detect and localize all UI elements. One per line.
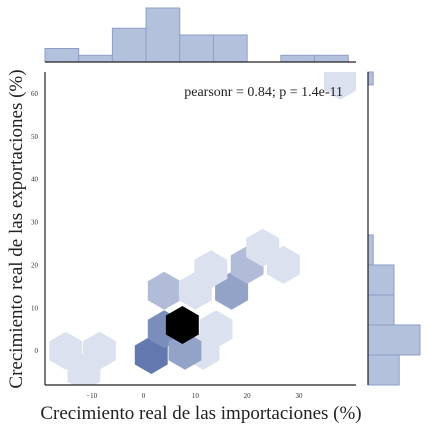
top-marginal-histogram — [44, 7, 356, 63]
axes: −10 0 10 20 30 0 10 20 30 40 50 60 — [31, 72, 356, 400]
x-hist-bar — [314, 54, 349, 63]
hexbin-cell — [194, 250, 228, 289]
x-hist-bar — [111, 27, 147, 63]
y-tick-label: 10 — [31, 304, 39, 312]
y-hist-bar — [367, 71, 374, 86]
y-axis-label: Crecimiento real de las exportaciones (%… — [6, 69, 27, 388]
x-hist-bar — [44, 48, 80, 63]
y-tick-label: 40 — [31, 176, 39, 184]
x-tick-label: 10 — [192, 392, 200, 400]
x-tick-label: 30 — [295, 392, 303, 400]
x-hist-bar — [212, 34, 248, 63]
y-tick-label: 0 — [35, 347, 39, 355]
y-tick-label: 60 — [31, 90, 39, 98]
x-hist-bar — [280, 54, 316, 63]
hexbin-cell — [147, 271, 181, 310]
y-tick-label: 30 — [31, 219, 39, 227]
y-tick-label: 20 — [31, 261, 39, 269]
y-tick-label: 50 — [31, 133, 39, 141]
hexbin-cell — [165, 306, 199, 344]
y-hist-bar — [367, 324, 421, 356]
hexbin-cell — [215, 271, 249, 310]
y-hist-bar — [367, 354, 400, 386]
hexbin-plot-area — [49, 72, 356, 385]
x-hist-bar — [78, 54, 113, 63]
hexbin-cell — [324, 72, 356, 100]
pearson-annotation: pearsonr = 0.84; p = 1.4e-11 — [184, 85, 343, 100]
x-axis-label: Crecimiento real de las importaciones (%… — [40, 403, 361, 424]
hexbin-cell — [67, 353, 101, 385]
x-tick-label: 20 — [244, 392, 252, 400]
y-hist-bar — [367, 264, 395, 296]
y-hist-bar — [367, 234, 374, 266]
x-hist-bar — [145, 7, 181, 63]
hexbin-cell — [199, 310, 233, 349]
x-tick-label: 0 — [142, 392, 146, 400]
right-marginal-histogram — [367, 71, 421, 386]
hexbin-cell — [168, 331, 202, 370]
x-tick-label: −10 — [86, 392, 97, 400]
y-hist-bar — [367, 294, 395, 326]
hexbin-cell — [246, 228, 280, 267]
x-hist-bar — [179, 34, 214, 63]
